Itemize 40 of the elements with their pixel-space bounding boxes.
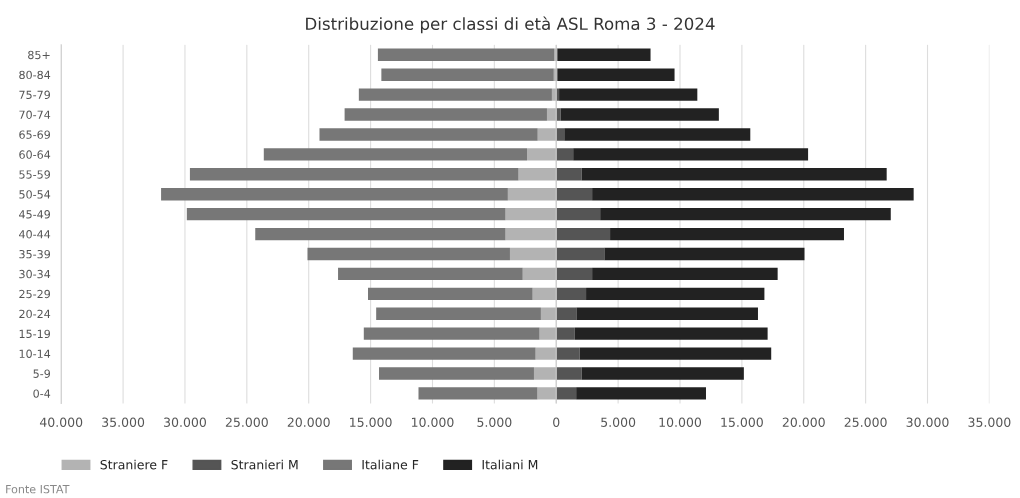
legend-label: Italiane F bbox=[362, 459, 419, 470]
source-note: Fonte ISTAT bbox=[6, 484, 70, 494]
x-tick-label: 10.000 bbox=[659, 417, 702, 427]
y-tick-label: 20-24 bbox=[19, 309, 51, 319]
y-tick-label: 85+ bbox=[28, 50, 50, 60]
x-tick-label: 30.000 bbox=[906, 417, 949, 427]
y-tick-label: 30-34 bbox=[19, 269, 51, 279]
legend-label: Straniere F bbox=[100, 459, 168, 470]
y-tick-label: 70-74 bbox=[19, 110, 51, 119]
y-tick-label: 25-29 bbox=[19, 289, 50, 299]
x-tick-label: 30.000 bbox=[164, 417, 206, 427]
x-tick-label: 5.000 bbox=[477, 417, 512, 427]
y-tick-label: 65-69 bbox=[19, 130, 50, 139]
chart-title: Distribuzione per classi di età ASL Roma 3 - 2024 bbox=[306, 16, 715, 34]
x-tick-label: 10.000 bbox=[411, 417, 454, 427]
y-tick-label: 50-54 bbox=[19, 190, 51, 199]
x-tick-label: 0 bbox=[553, 417, 560, 427]
y-tick-label: 75-79 bbox=[19, 90, 50, 99]
y-tick-label: 15-19 bbox=[19, 329, 50, 339]
y-tick-label: 60-64 bbox=[19, 150, 51, 159]
y-tick-label: 35-39 bbox=[19, 249, 50, 259]
y-tick-label: 0-4 bbox=[33, 389, 51, 398]
x-tick-label: 20.000 bbox=[782, 417, 825, 427]
x-tick-label: 25.000 bbox=[844, 417, 887, 427]
x-tick-label: 15.000 bbox=[350, 417, 392, 427]
x-tick-label: 5.000 bbox=[601, 417, 636, 427]
x-tick-label: 40.000 bbox=[39, 417, 83, 427]
x-tick-label: 35.000 bbox=[102, 417, 145, 427]
x-tick-label: 25.000 bbox=[225, 417, 268, 427]
x-tick-label: 15.000 bbox=[721, 417, 763, 427]
legend-label: Italiani M bbox=[482, 459, 538, 470]
x-tick-label: 35.000 bbox=[968, 417, 1011, 427]
legend-label: Stranieri M bbox=[231, 459, 298, 470]
y-tick-label: 80-84 bbox=[19, 70, 51, 80]
y-tick-label: 45-49 bbox=[19, 210, 50, 219]
y-tick-label: 5-9 bbox=[33, 369, 50, 378]
x-tick-label: 20.000 bbox=[287, 417, 330, 427]
y-tick-label: 40-44 bbox=[19, 230, 51, 239]
y-tick-label: 10-14 bbox=[19, 349, 51, 358]
y-tick-label: 55-59 bbox=[19, 170, 50, 179]
